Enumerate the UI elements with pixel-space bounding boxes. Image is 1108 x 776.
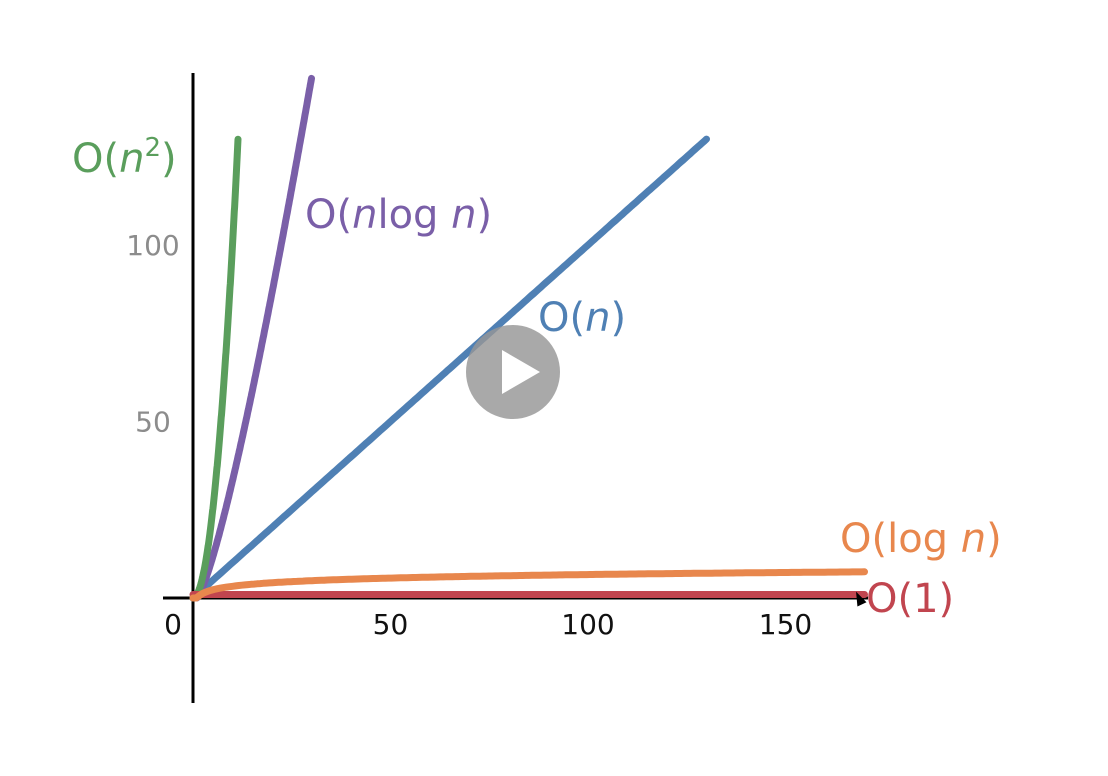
x-tick-label-0: 0 <box>164 608 182 641</box>
series-line-0 <box>189 135 242 602</box>
y-tick-label-1: 100 <box>126 229 179 262</box>
curve-labels: O(n2) O(nlog n) O(n) O(log n) O(1) <box>72 133 1002 622</box>
series-line-2 <box>189 135 710 602</box>
y-tick-label-0: 50 <box>135 406 171 439</box>
series-label-3: O(log n) <box>840 516 1002 562</box>
series-line-3 <box>189 568 868 602</box>
series-label-4: O(1) <box>866 576 954 622</box>
series-label-1: O(nlog n) <box>305 192 492 238</box>
play-button[interactable] <box>466 325 560 419</box>
x-tick-label-2: 100 <box>561 608 614 641</box>
series-label-0: O(n2) <box>72 133 177 182</box>
curves <box>189 74 868 602</box>
series-line-1 <box>189 74 315 602</box>
play-icon <box>502 350 540 394</box>
series-label-2: O(n) <box>538 295 626 341</box>
x-tick-label-3: 150 <box>759 608 812 641</box>
tick-labels: 0 50 100 150 50 100 <box>126 229 812 641</box>
x-tick-label-1: 50 <box>373 608 409 641</box>
